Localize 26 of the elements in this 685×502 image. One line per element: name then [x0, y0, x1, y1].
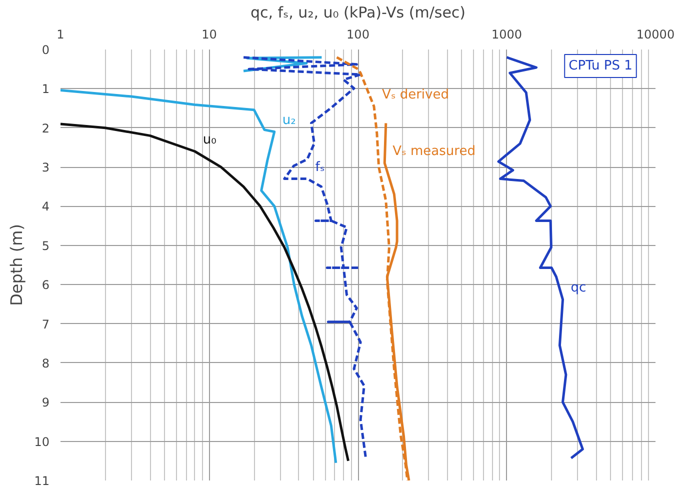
y-tick-label: 1 [42, 82, 50, 96]
y-tick-label: 6 [42, 278, 50, 292]
annotation: u₂ [282, 112, 296, 128]
x-tick-label: 10 [202, 28, 217, 42]
y-tick-label: 2 [42, 121, 50, 136]
y-tick-label: 5 [42, 238, 50, 253]
x-tick-label: 10000 [636, 28, 675, 42]
annotation: u₀ [202, 132, 216, 148]
y-tick-label: 8 [42, 356, 50, 370]
annotation: CPTu PS 1 [568, 58, 632, 74]
x-tick-label: 1 [56, 28, 64, 42]
y-axis-title: Depth (m) [7, 224, 26, 306]
x-tick-label: 1000 [491, 28, 522, 42]
annotation: Vₛ measured [392, 144, 476, 160]
annotation: Vₛ derived [382, 87, 449, 102]
y-tick-label: 10 [34, 434, 50, 449]
chart-title: qc, fₛ, u₂, u₀ (kPa)-Vs (m/sec) [250, 4, 466, 22]
y-tick-label: 9 [42, 396, 50, 410]
y-tick-label: 3 [42, 160, 50, 175]
y-tick-label: 4 [42, 200, 50, 214]
y-tick-label: 11 [34, 474, 50, 488]
annotation: fₛ [315, 160, 325, 175]
x-tick-label: 100 [346, 28, 370, 42]
y-tick-label: 7 [42, 317, 50, 332]
y-tick-label: 0 [42, 43, 50, 57]
annotation: qc [570, 280, 586, 296]
